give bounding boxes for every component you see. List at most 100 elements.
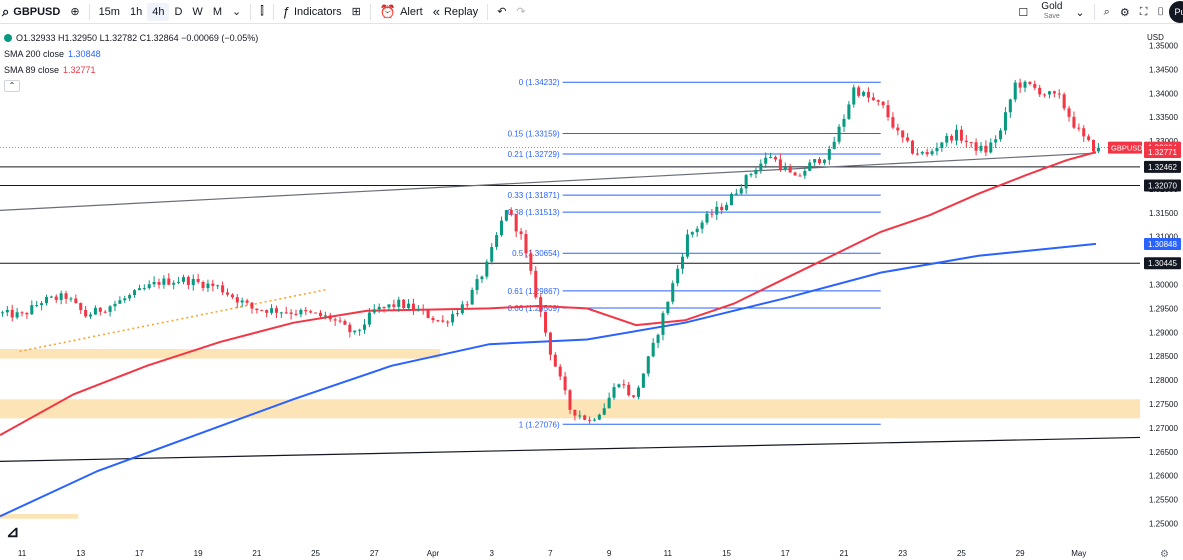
right-tools: ☐ Gold Save ⌄ ⌕ ⚙ ⛶ ⌷ Pu — [1013, 0, 1183, 24]
settings-button[interactable]: ⚙ — [1115, 0, 1135, 24]
candle-body — [88, 314, 93, 317]
interval-4h[interactable]: 4h — [147, 2, 170, 21]
undo-button[interactable]: ↶ — [492, 0, 511, 24]
trendline[interactable] — [0, 152, 1096, 212]
interval-15m[interactable]: 15m — [98, 5, 120, 18]
price-badge-value: 1.32771 — [1148, 148, 1177, 157]
level-badge — [1144, 179, 1181, 192]
layout-name-button[interactable]: Gold Save — [1041, 2, 1062, 22]
candle-body — [866, 91, 870, 98]
redo-button[interactable]: ↷ — [511, 0, 530, 24]
candle-body — [377, 306, 381, 310]
price-badge — [1144, 237, 1181, 250]
candle-body — [651, 342, 655, 357]
snapshot-button[interactable]: ⌷ — [1152, 0, 1169, 24]
candle-body — [133, 290, 137, 296]
alert-button[interactable]: ⏰ Alert — [375, 0, 428, 24]
price-chart[interactable]: 0 (1.34232) 0.15 (1.33159) 0.21 (1.32729) 0… — [0, 24, 1183, 560]
sma200-label: SMA 200 close — [4, 49, 65, 59]
candle-body — [588, 419, 592, 421]
publish-button[interactable]: Pu — [1169, 1, 1183, 23]
trendline[interactable] — [0, 436, 1141, 462]
quick-search-button[interactable]: ⌕ — [1099, 0, 1115, 24]
price-badges: 1.32864GBPUSD1.327711.308481.324621.3207… — [1108, 141, 1181, 270]
market-status-icon — [4, 34, 12, 42]
fib-retracement[interactable]: 0 (1.34232) 0.15 (1.33159) 0.21 (1.32729) 0… — [508, 78, 881, 429]
time-tick-label: 3 — [489, 549, 494, 558]
candle-body — [915, 153, 919, 155]
layout-dropdown[interactable]: ⌄ — [1070, 0, 1089, 24]
candle-body — [15, 312, 19, 318]
collapse-legend-button[interactable]: ⌃ — [4, 80, 20, 92]
candle-body — [353, 330, 357, 333]
support-zone[interactable] — [0, 513, 79, 519]
support-zone[interactable] — [0, 349, 441, 359]
level-badge-value: 1.30445 — [1148, 259, 1177, 268]
sma89-value: 1.32771 — [63, 65, 96, 75]
layouts-button[interactable]: ⊞ — [347, 0, 366, 24]
layout-save-label: Save — [1043, 13, 1060, 20]
fullscreen-button[interactable]: ⛶ — [1135, 0, 1153, 24]
interval-w[interactable]: W — [192, 5, 203, 18]
candle-body — [318, 312, 322, 317]
candle-body — [323, 315, 327, 317]
candle-body — [260, 310, 264, 312]
interval-dropdown[interactable]: ⌄ — [227, 0, 246, 24]
fib-level-label: 0 (1.34232) — [519, 78, 560, 87]
candle-body — [529, 253, 533, 271]
candle-body — [813, 159, 817, 163]
price-tick-label: 1.27000 — [1149, 424, 1178, 433]
candle-body — [964, 140, 968, 143]
time-tick-label: May — [1071, 549, 1086, 558]
symbol-search[interactable]: ⌕ GBPUSD — [0, 0, 65, 24]
candle-body — [436, 320, 440, 322]
candle-body — [832, 141, 836, 149]
trendlines[interactable] — [0, 152, 1141, 462]
candle-body — [240, 300, 244, 303]
rewind-icon: « — [432, 4, 440, 19]
candle-body — [465, 304, 469, 306]
candle-body — [1067, 108, 1071, 117]
candle-body — [720, 206, 724, 211]
candle-body — [407, 303, 411, 308]
indicators-icon: ƒ — [282, 4, 290, 19]
candle-body — [783, 167, 787, 170]
chevron-up-icon: ⌃ — [8, 81, 16, 90]
indicators-button[interactable]: ƒ Indicators — [278, 0, 347, 24]
plus-circle-icon: ⊕ — [70, 6, 80, 18]
compare-button[interactable]: ⊕ — [65, 0, 84, 24]
candle-body — [935, 147, 939, 152]
interval-m[interactable]: M — [212, 5, 222, 18]
chart-type-button[interactable]: ⫿ — [255, 0, 269, 24]
candle-body — [499, 220, 504, 236]
candle-body — [632, 395, 636, 397]
candle-body — [999, 130, 1003, 140]
axis-settings-icon[interactable]: ⚙ — [1160, 549, 1169, 560]
candle-body — [495, 235, 499, 247]
candle-body — [1096, 147, 1100, 152]
sma200-row[interactable]: SMA 200 close 1.30848 — [4, 46, 258, 62]
fib-level-label: 0.38 (1.31513) — [508, 208, 560, 217]
candle-body — [553, 354, 557, 367]
sma89-row[interactable]: SMA 89 close 1.32771 — [4, 62, 258, 78]
candle-body — [455, 313, 459, 315]
interval-d[interactable]: D — [174, 5, 183, 18]
sma89-label: SMA 89 close — [4, 65, 60, 75]
candle-body — [230, 294, 234, 298]
interval-1h[interactable]: 1h — [129, 5, 143, 18]
time-axis[interactable]: 11 13 17 19 21 25 27 Apr 3 7 9 11 15 17 21 23 25 29 May ⚙ ⊿ — [6, 524, 1169, 560]
layout-toggle[interactable]: ☐ — [1013, 0, 1033, 24]
candle-body — [544, 311, 548, 333]
candle-body — [641, 373, 645, 388]
sma200-value: 1.30848 — [68, 49, 101, 59]
candle-body — [700, 222, 704, 229]
chevron-down-icon: ⌄ — [231, 6, 242, 18]
candle-body — [793, 172, 797, 176]
fib-level-label: 1 (1.27076) — [519, 420, 560, 429]
candle-body — [279, 312, 283, 314]
replay-button[interactable]: «Replay — [428, 0, 483, 24]
candle-body — [896, 127, 900, 131]
candle-body — [901, 130, 905, 138]
level-badge — [1144, 257, 1181, 270]
